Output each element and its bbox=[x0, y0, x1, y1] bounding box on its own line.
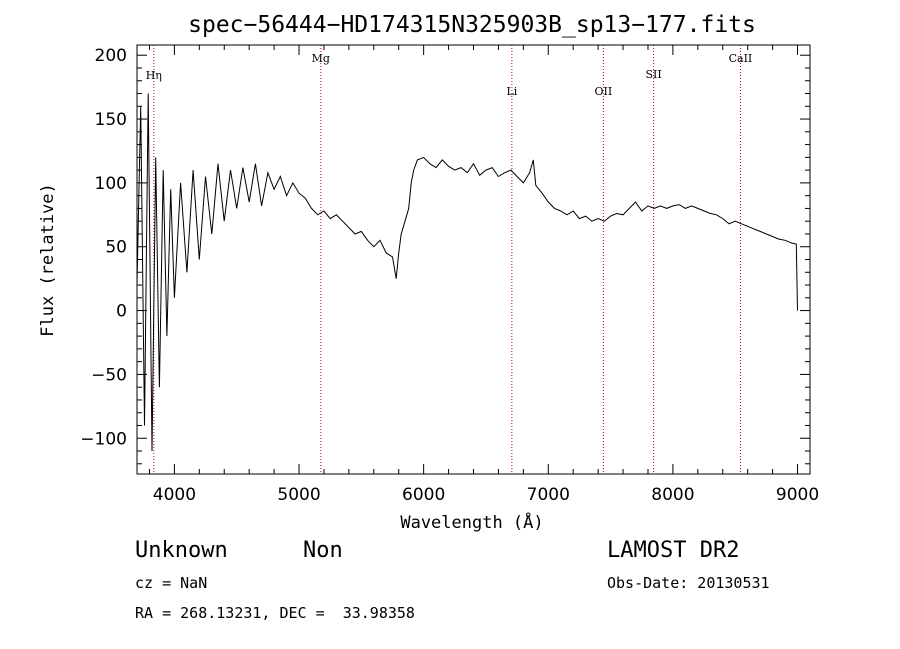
survey-name: LAMOST DR2 bbox=[607, 538, 740, 563]
y-tick-label: −50 bbox=[91, 365, 127, 385]
spectrum-line bbox=[136, 93, 798, 452]
x-tick-label: 8000 bbox=[651, 485, 694, 505]
object-class: Unknown bbox=[135, 538, 228, 563]
spectral-line-label: SII bbox=[645, 68, 661, 81]
y-tick-label: −100 bbox=[80, 429, 127, 449]
chart-title: spec−56444−HD174315N325903B_sp13−177.fit… bbox=[188, 12, 756, 38]
y-tick-label: 200 bbox=[95, 46, 127, 66]
x-tick-label: 9000 bbox=[776, 485, 819, 505]
spectral-line-label: CaII bbox=[729, 52, 753, 65]
obs-date: Obs-Date: 20130531 bbox=[607, 574, 770, 592]
spectral-line-label: OII bbox=[595, 85, 613, 98]
redshift-cz: cz = NaN bbox=[135, 574, 208, 592]
ra-dec: RA = 268.13231, DEC = 33.98358 bbox=[135, 604, 415, 622]
x-tick-label: 4000 bbox=[153, 485, 196, 505]
object-subclass: Non bbox=[303, 538, 343, 563]
spectral-line-label: Li bbox=[506, 85, 517, 98]
spectral-line-label: Mg bbox=[312, 52, 330, 65]
y-tick-label: 100 bbox=[95, 174, 127, 194]
y-axis-ticks: 200 150 100 50 0 −50 −100 bbox=[80, 46, 810, 465]
plot-frame bbox=[136, 44, 811, 475]
x-tick-label: 6000 bbox=[402, 485, 445, 505]
x-axis-label: Wavelength (Å) bbox=[400, 511, 543, 533]
x-axis-ticks: 4000 5000 6000 7000 8000 9000 bbox=[148, 45, 819, 505]
x-tick-label: 5000 bbox=[277, 485, 320, 505]
y-axis-label: Flux (relative) bbox=[38, 183, 58, 337]
y-tick-label: 150 bbox=[95, 110, 127, 130]
spectrum-chart: spec−56444−HD174315N325903B_sp13−177.fit… bbox=[38, 12, 819, 533]
y-tick-label: 50 bbox=[105, 238, 127, 258]
spectral-line-label: Hη bbox=[146, 69, 162, 82]
x-tick-label: 7000 bbox=[527, 485, 570, 505]
spectral-line-markers: Hη Mg Li OII SII CaII bbox=[146, 45, 753, 474]
y-tick-label: 0 bbox=[116, 302, 127, 322]
